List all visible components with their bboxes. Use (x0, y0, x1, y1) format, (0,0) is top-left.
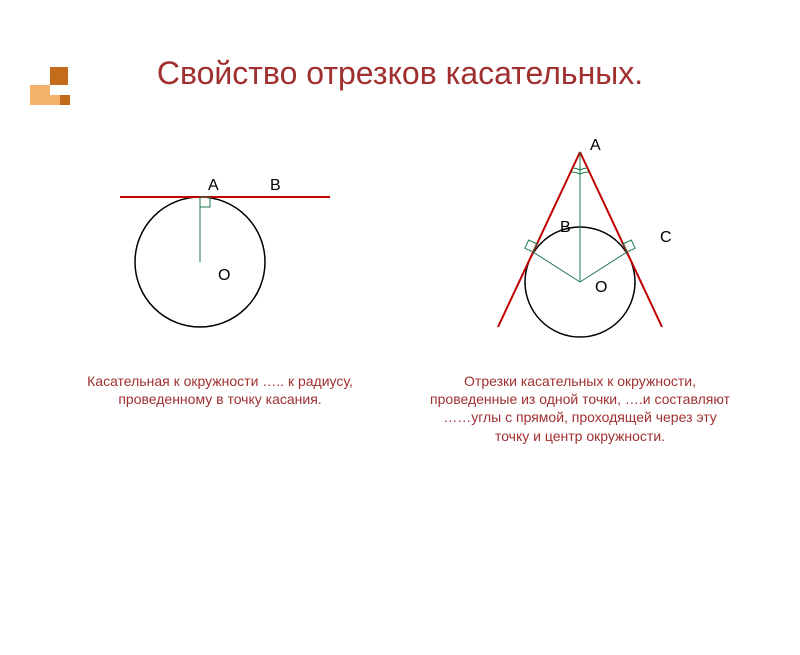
left-caption: Касательная к окружности ….. к радиусу, … (70, 372, 370, 408)
perp-square-icon (200, 197, 210, 207)
angle-arc-right (580, 168, 587, 170)
label-O: О (595, 279, 607, 296)
left-panel: А В О Касательная к окружности ….. к рад… (45, 132, 395, 445)
two-tangents-diagram: А В С О (430, 132, 730, 362)
tangent-radius-diagram: А В О (70, 132, 370, 362)
label-C: С (660, 229, 672, 246)
label-A: А (590, 137, 601, 154)
tangent-right (580, 152, 662, 327)
corner-logo (30, 67, 90, 132)
right-caption: Отрезки касательных к окружности, провед… (430, 372, 730, 445)
angle-arc-right-2 (580, 172, 589, 174)
label-A: А (208, 177, 219, 194)
label-O: О (218, 267, 230, 284)
angle-arc-left-2 (571, 172, 580, 174)
radius-left (533, 252, 580, 282)
radius-right (580, 252, 627, 282)
label-B: В (560, 219, 571, 236)
angle-arc-left (573, 168, 580, 170)
label-B: В (270, 177, 281, 194)
left-diagram: А В О (70, 132, 370, 362)
page-title: Свойство отрезков касательных. (0, 55, 800, 92)
logo-icon (30, 67, 90, 127)
diagrams-row: А В О Касательная к окружности ….. к рад… (0, 132, 800, 445)
right-diagram: А В С О (430, 132, 730, 362)
right-panel: А В С О Отрезки касательных к окружности… (405, 132, 755, 445)
tangent-left (498, 152, 580, 327)
